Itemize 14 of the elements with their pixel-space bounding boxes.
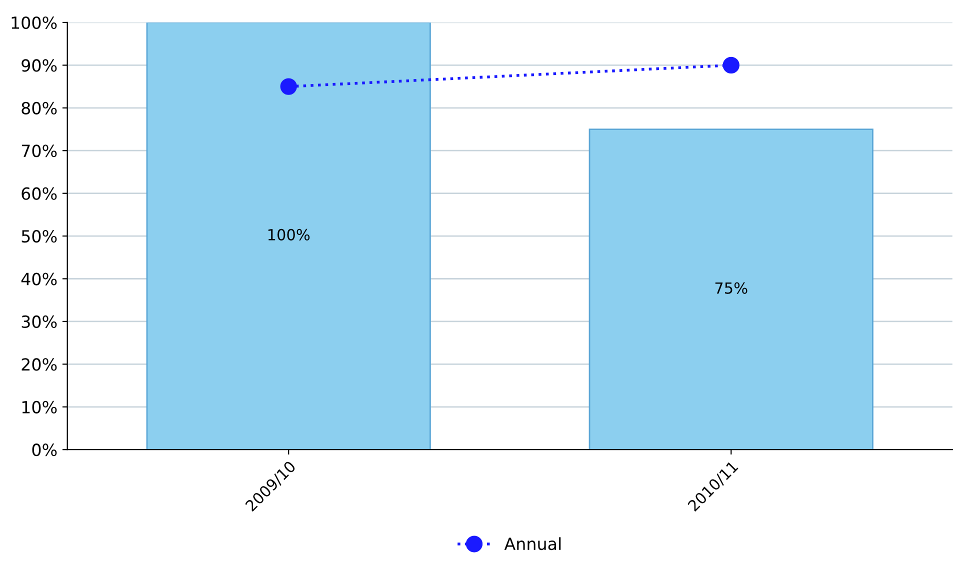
y-tick-label: 20% [22,358,57,371]
y-tick-label: 80% [22,102,57,114]
y-tick-label: 50% [22,230,57,243]
legend-label: Annual [504,537,561,550]
data-label: 100% [268,228,310,240]
y-tick-label: 100% [12,16,57,30]
y-tick-label: 40% [21,272,57,286]
y-tick-label: 70% [22,144,57,158]
y-tick-label: 60% [22,187,57,200]
data-label: 75% [715,282,748,294]
y-tick-label: 0% [32,444,57,456]
y-tick-label: 90% [22,59,57,72]
y-tick-label: 30% [22,315,57,328]
y-tick-label: 10% [22,400,57,414]
